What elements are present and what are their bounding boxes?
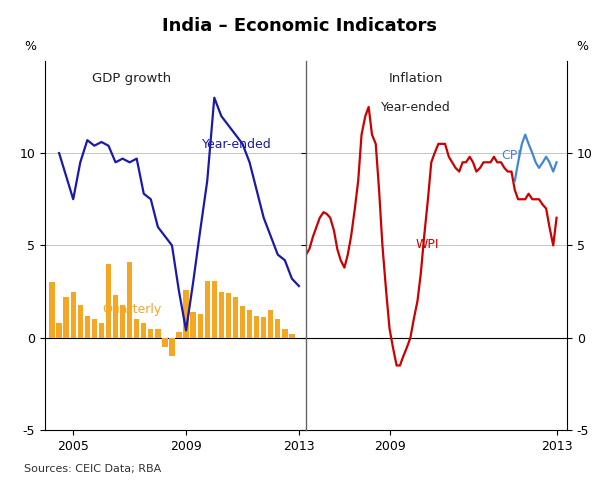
Bar [275, 319, 280, 338]
Bar [162, 338, 167, 347]
Bar [134, 319, 139, 338]
Bar [176, 332, 182, 338]
Text: %: % [576, 40, 588, 53]
Bar [233, 297, 238, 338]
Bar [77, 305, 83, 338]
Bar [240, 306, 245, 338]
Bar [261, 317, 266, 338]
Bar [113, 295, 118, 338]
Bar [289, 334, 295, 338]
Bar [212, 280, 217, 338]
Bar [49, 282, 55, 338]
Bar [127, 262, 133, 338]
Bar [169, 338, 175, 356]
Bar [226, 294, 231, 338]
Text: India – Economic Indicators: India – Economic Indicators [163, 17, 437, 35]
Text: GDP growth: GDP growth [92, 72, 171, 85]
Bar [71, 292, 76, 338]
Bar [218, 292, 224, 338]
Bar [120, 305, 125, 338]
Bar [99, 323, 104, 338]
Bar [148, 329, 154, 338]
Bar [197, 314, 203, 338]
Bar [184, 290, 189, 338]
Bar [254, 315, 259, 338]
Bar [247, 310, 252, 338]
Bar [155, 329, 161, 338]
Text: CPI: CPI [502, 149, 521, 162]
Bar [190, 312, 196, 338]
Text: Inflation: Inflation [388, 72, 443, 85]
Bar [282, 329, 287, 338]
Bar [92, 319, 97, 338]
Text: %: % [24, 40, 36, 53]
Bar [56, 323, 62, 338]
Bar [106, 264, 111, 338]
Bar [85, 315, 90, 338]
Text: Year-ended: Year-ended [381, 102, 451, 114]
Bar [141, 323, 146, 338]
Bar [268, 310, 274, 338]
Bar [205, 280, 210, 338]
Text: Year-ended: Year-ended [202, 139, 271, 151]
Text: WPI: WPI [416, 238, 439, 251]
Bar [64, 297, 69, 338]
Text: Sources: CEIC Data; RBA: Sources: CEIC Data; RBA [24, 464, 161, 474]
Text: Quarterly: Quarterly [103, 303, 161, 316]
